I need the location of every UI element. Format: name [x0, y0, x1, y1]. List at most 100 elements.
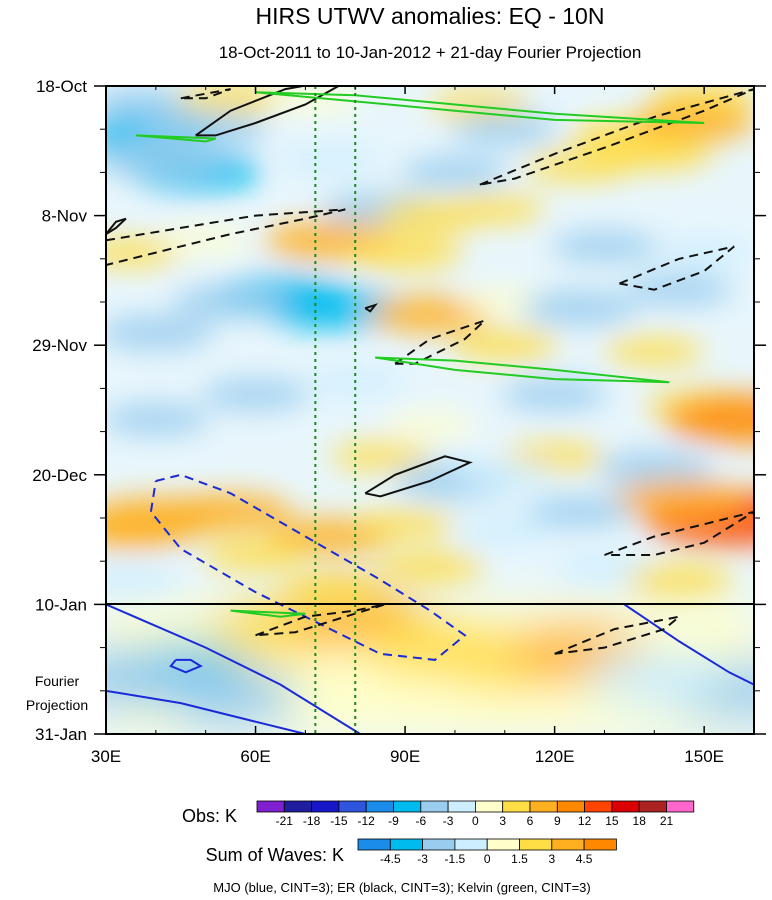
- er-contour: [106, 217, 127, 235]
- anomaly-blob: [201, 539, 310, 572]
- anomaly-blob: [280, 145, 381, 175]
- colorbar-label: -4.5: [380, 852, 401, 866]
- colorbar-label: 12: [578, 814, 592, 828]
- anomaly-blob: [613, 478, 746, 520]
- colorbar-box: [338, 800, 367, 813]
- mjo-contour: [623, 603, 754, 686]
- y-tick-label: 31-Jan: [35, 725, 87, 744]
- colorbar-label: 1.5: [511, 852, 528, 866]
- anomaly-blob: [384, 412, 476, 439]
- anomaly-blob: [604, 336, 705, 366]
- er-contour: [364, 455, 473, 498]
- anomaly-blob: [429, 90, 530, 120]
- er-contour: [554, 615, 680, 655]
- colorbar-box: [486, 838, 520, 851]
- anomaly-blob: [106, 315, 214, 351]
- er-contour: [479, 88, 754, 186]
- colorbar-box: [551, 838, 585, 851]
- colorbar-label: 18: [633, 814, 647, 828]
- er-contour: [180, 88, 231, 100]
- chart-title: HIRS UTWV anomalies: EQ - 10N: [256, 3, 605, 29]
- anomaly-blob: [500, 378, 609, 411]
- y-tick-label: 8-Nov: [42, 207, 88, 226]
- colorbar-box: [357, 838, 391, 851]
- x-tick-label: 120E: [535, 747, 575, 766]
- anomaly-blob: [159, 227, 252, 254]
- er-contour: [604, 510, 754, 556]
- anomaly-blob: [400, 156, 509, 189]
- er-contour: [364, 303, 379, 313]
- anomaly-blob: [454, 515, 555, 545]
- colorbar-label: 15: [605, 814, 619, 828]
- anomaly-blob: [106, 403, 210, 436]
- colorbar-box: [422, 838, 456, 851]
- anomaly-blob: [450, 329, 559, 362]
- axis-ticks: 30E 60E 90E 120E 150E 18-Oct 8-Nov 29-Nov 20-Dec…: [32, 77, 766, 766]
- x-tick-label: 60E: [240, 747, 270, 766]
- anomaly-blob: [454, 460, 555, 490]
- anomaly-blob: [106, 141, 218, 180]
- colorbar-box: [556, 800, 585, 813]
- anomaly-blob: [550, 230, 659, 263]
- colorbar-label: -21: [276, 814, 294, 828]
- colorbar-box: [365, 800, 394, 813]
- anomaly-blob: [106, 511, 193, 550]
- waves-colorbar: -4.5 -3 -1.5 0 1.5 3 4.5: [357, 838, 617, 866]
- er-contour: [195, 86, 341, 137]
- x-tick-label: 90E: [390, 747, 420, 766]
- colorbar-box: [393, 800, 422, 813]
- colorbar-box: [256, 800, 285, 813]
- anomaly-blob: [376, 551, 484, 584]
- anomaly-blob: [596, 136, 713, 172]
- er-contour: [619, 245, 735, 291]
- colorbar-box: [447, 800, 476, 813]
- y-tick-label: 18-Oct: [36, 77, 87, 96]
- colorbar-box: [583, 838, 617, 851]
- colorbar-box: [283, 800, 312, 813]
- anomaly-blob: [260, 286, 401, 331]
- colorbar-box: [311, 800, 340, 813]
- anomaly-blob: [201, 378, 310, 411]
- colorbar-box: [638, 800, 667, 813]
- anomaly-blob: [666, 394, 754, 445]
- projection-label-line1: Fourier: [35, 673, 80, 689]
- colorbar-label: -12: [358, 814, 376, 828]
- anomaly-blob: [625, 563, 734, 596]
- anomaly-blob: [168, 492, 293, 531]
- colorbar-label: 9: [554, 814, 561, 828]
- colorbar-label: -9: [388, 814, 399, 828]
- anomaly-blob: [355, 509, 456, 539]
- colorbar-box: [529, 800, 558, 813]
- anomaly-blob: [280, 577, 381, 607]
- footer-legend: MJO (blue, CINT=3); ER (black, CINT=3); …: [213, 880, 590, 895]
- anomaly-blob: [172, 284, 289, 320]
- obs-colorbar-title: Obs: K: [182, 806, 237, 826]
- anomaly-blob: [596, 451, 713, 487]
- mjo-contour: [106, 603, 361, 734]
- colorbar-label: 3: [548, 852, 555, 866]
- colorbar-box: [420, 800, 449, 813]
- colorbar-label: -3: [417, 852, 428, 866]
- anomaly-blob: [521, 290, 638, 326]
- colorbar-box: [584, 800, 613, 813]
- er-contour: [106, 208, 346, 266]
- anomaly-blob: [444, 194, 545, 224]
- x-tick-label: 30E: [91, 747, 121, 766]
- colorbar-label: -6: [415, 814, 426, 828]
- colorbar-label: 21: [660, 814, 674, 828]
- kelvin-contour: [255, 91, 705, 124]
- colorbar-box: [502, 800, 531, 813]
- colorbar-box: [666, 800, 695, 813]
- anomaly-blob: [450, 113, 559, 146]
- plot-area: [106, 86, 754, 734]
- reference-lines: [314, 86, 357, 734]
- er-contour: [255, 603, 386, 637]
- y-tick-label: 10-Jan: [35, 595, 87, 614]
- anomaly-blob: [106, 565, 181, 595]
- colorbar-label: 0: [484, 852, 491, 866]
- colorbar-box: [389, 838, 423, 851]
- anomaly-blob: [347, 235, 464, 271]
- colorbar-box: [474, 800, 504, 813]
- chart-subtitle: 18-Oct-2011 to 10-Jan-2012 + 21-day Four…: [219, 43, 642, 62]
